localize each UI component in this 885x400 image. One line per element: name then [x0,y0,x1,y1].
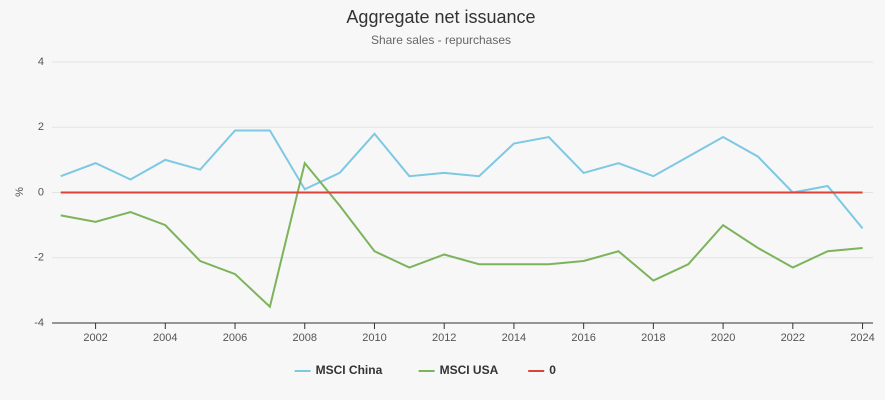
x-tick-label: 2008 [293,332,317,344]
x-tick-label: 2006 [223,332,247,344]
x-tick-label: 2010 [362,332,386,344]
legend-label: 0 [549,363,556,377]
legend-label: MSCI China [316,363,383,377]
y-tick-label: 2 [38,121,44,133]
x-tick-label: 2012 [432,332,456,344]
y-tick-label: 0 [38,186,44,198]
y-tick-label: -4 [34,317,44,329]
series-line [60,129,864,230]
chart-subtitle: Share sales - repurchases [371,33,511,47]
x-tick-label: 2004 [153,332,177,344]
x-tick-label: 2018 [641,332,665,344]
x-tick-label: 2002 [83,332,107,344]
y-axis-label: % [14,187,26,197]
x-tick-label: 2022 [781,332,805,344]
y-tick-label: -2 [34,252,44,264]
chart-title: Aggregate net issuance [346,7,535,27]
x-tick-label: 2024 [850,332,874,344]
legend-label: MSCI USA [440,363,499,377]
x-tick-label: 2020 [711,332,735,344]
series-line [60,160,863,309]
x-tick-label: 2016 [571,332,595,344]
x-tick-label: 2014 [502,332,526,344]
y-tick-label: 4 [38,56,44,68]
